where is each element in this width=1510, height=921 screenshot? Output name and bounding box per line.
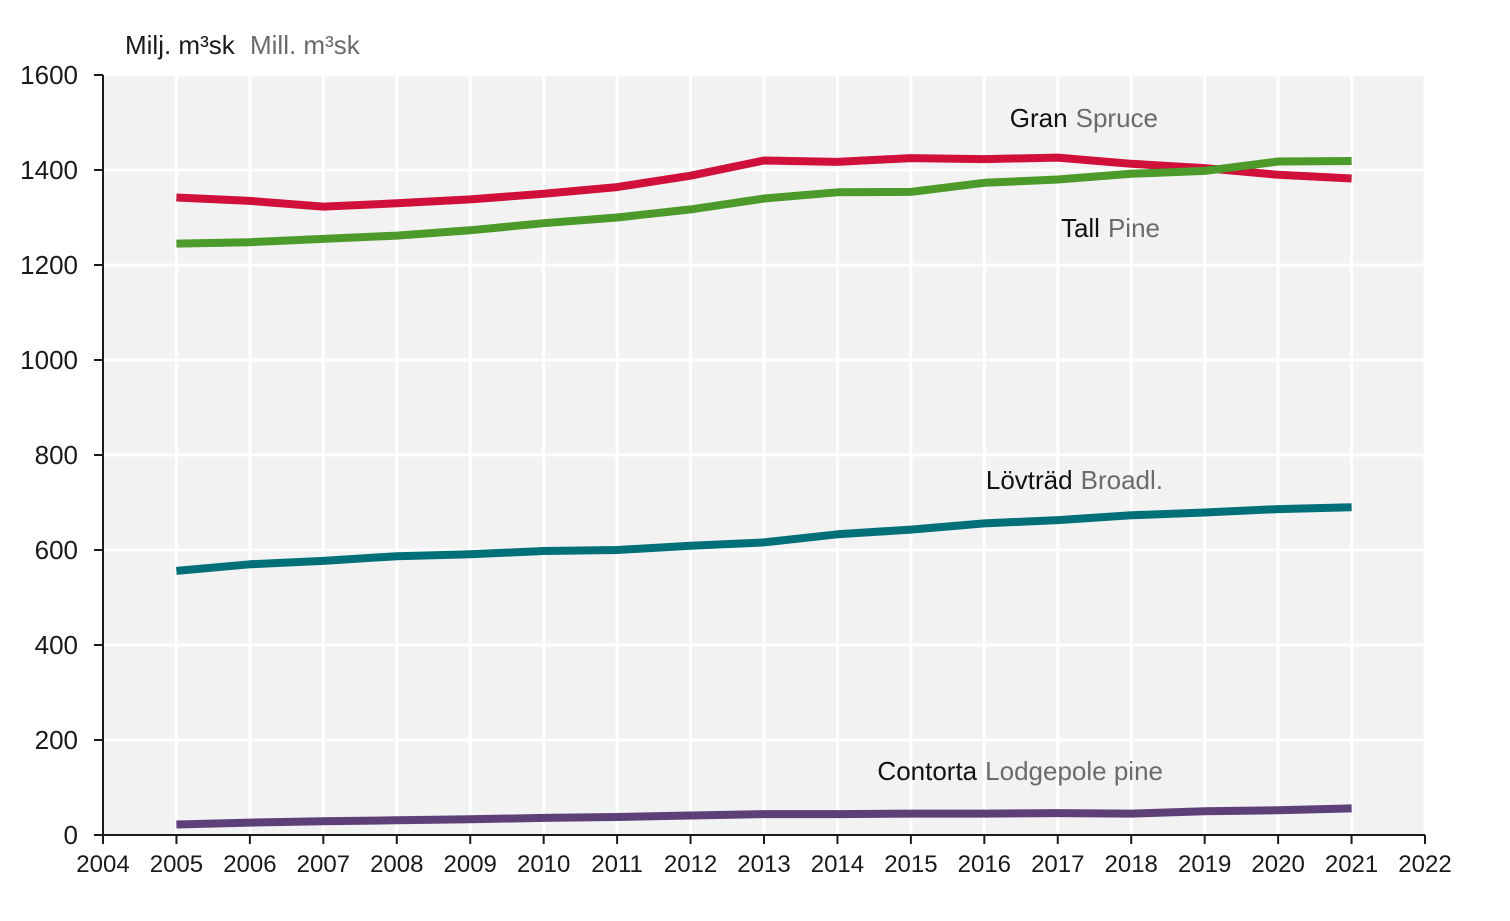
x-tick-label: 2008 (370, 851, 423, 878)
series-name-sv: Lövträd (986, 465, 1073, 495)
x-tick-label: 2018 (1105, 851, 1158, 878)
series-label-2: Tall Pine (1061, 213, 1160, 243)
y-axis-label: Milj. m³sk Mill. m³sk (125, 30, 361, 60)
x-tick-label: 2021 (1325, 851, 1378, 878)
x-tick-label: 2019 (1178, 851, 1231, 878)
y-tick-label: 400 (35, 630, 78, 660)
x-tick-label: 2022 (1398, 851, 1451, 878)
series-name-en: Pine (1108, 213, 1160, 243)
y-tick-label: 800 (35, 440, 78, 470)
series-name-sv: Contorta (877, 756, 977, 786)
series-labels: Gran Spruce Tall Pine Lövträd Broadl. Contorta… (877, 103, 1163, 786)
y-tick-label: 200 (35, 725, 78, 755)
x-tick-label: 2014 (811, 851, 864, 878)
y-tick-label: 1400 (20, 155, 78, 185)
series-label-3: Lövträd Broadl. (986, 465, 1163, 495)
x-tick-label: 2012 (664, 851, 717, 878)
y-axis-ticks: 0 200 400 600 800 1000 1200 1400 1600 (20, 60, 103, 850)
x-tick-label: 2006 (223, 851, 276, 878)
series-line-2 (176, 157, 1352, 248)
y-axis-label-sv: Milj. m³sk (125, 30, 236, 60)
series-name-en: Spruce (1076, 103, 1158, 133)
x-tick-label: 2007 (297, 851, 350, 878)
x-axis-ticks: 2004 2005 2006 2007 2008 2009 2010 2011 2012 2013… (76, 835, 1452, 878)
x-tick-label: 2005 (150, 851, 203, 878)
y-tick-label: 0 (64, 820, 78, 850)
x-tick-label: 2011 (591, 851, 643, 878)
gridlines (103, 73, 1427, 835)
x-tick-label: 2013 (737, 851, 790, 878)
series-name-en: Broadl. (1081, 465, 1163, 495)
x-tick-label: 2016 (958, 851, 1011, 878)
series-line-1 (176, 153, 1352, 211)
y-tick-label: 1600 (20, 60, 78, 90)
x-tick-label: 2009 (444, 851, 497, 878)
series-name-en: Lodgepole pine (985, 756, 1163, 786)
x-tick-label: 2015 (884, 851, 937, 878)
x-tick-label: 2017 (1031, 851, 1084, 878)
series-lines (176, 153, 1352, 829)
series-name-sv: Tall (1061, 213, 1100, 243)
y-tick-label: 1000 (20, 345, 78, 375)
series-label-1: Gran Spruce (1010, 103, 1158, 133)
x-tick-label: 2020 (1251, 851, 1304, 878)
y-axis-label-en: Mill. m³sk (250, 30, 361, 60)
series-name-sv: Gran (1010, 103, 1068, 133)
x-tick-label: 2004 (76, 851, 129, 878)
series-label-4: Contorta Lodgepole pine (877, 756, 1163, 786)
series-line-3 (176, 503, 1352, 575)
x-tick-label: 2010 (517, 851, 570, 878)
y-tick-label: 1200 (20, 250, 78, 280)
series-line-4 (176, 804, 1352, 829)
y-tick-label: 600 (35, 535, 78, 565)
